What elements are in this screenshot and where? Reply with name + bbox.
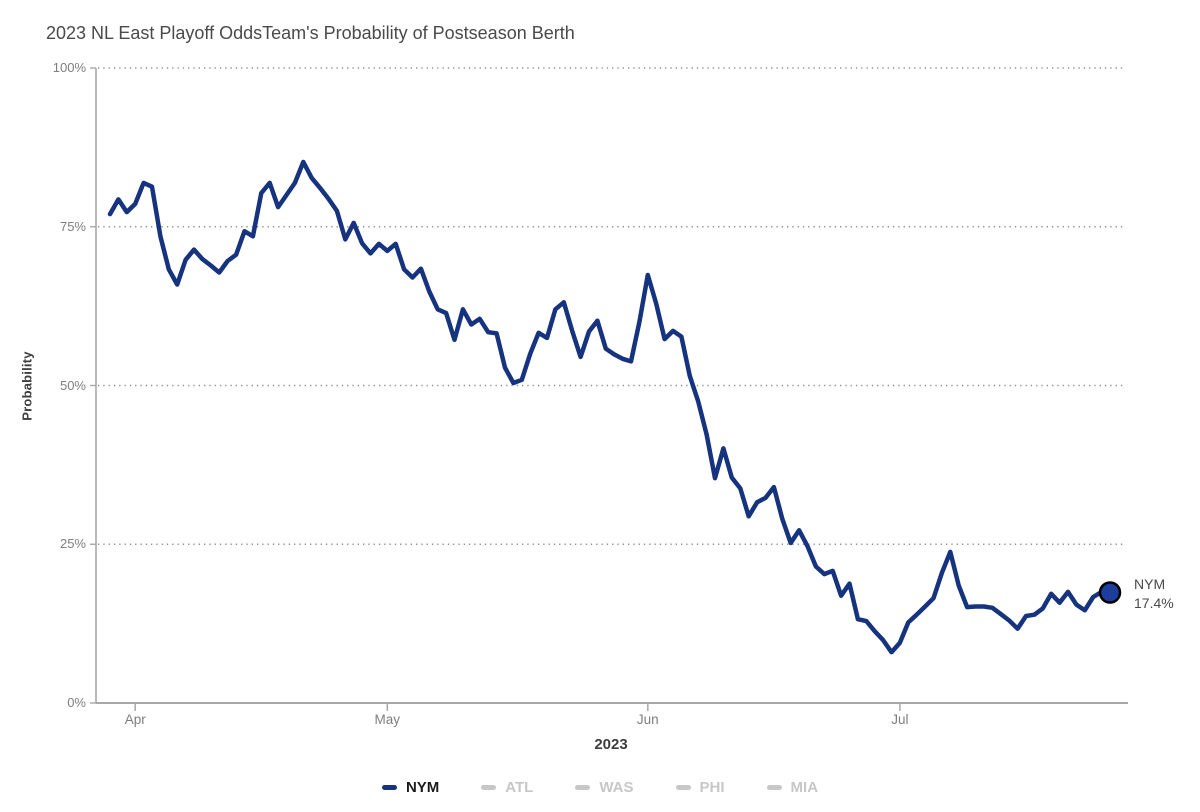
legend-item-phi[interactable]: PHI [675, 779, 725, 796]
y-tick-label-50%: 50% [59, 377, 86, 393]
x-tick-label-Jun: Jun [636, 712, 659, 727]
series-end-label-team: NYM [1134, 576, 1166, 592]
chart-title-main: 2023 NL East Playoff Odds [46, 23, 263, 43]
legend-item-nym[interactable]: NYM [381, 779, 440, 796]
legend-label-atl: ATL [505, 779, 534, 796]
legend-swatch-nym-icon [381, 785, 397, 790]
y-tick-label-100%: 100% [52, 60, 86, 75]
legend-swatch-mia-icon [766, 785, 782, 790]
legend-swatch-was-icon [575, 785, 591, 790]
probability-line-nym [107, 159, 1113, 655]
legend-swatch-phi-icon [675, 785, 691, 790]
chart-title: 2023 NL East Playoff OddsTeam's Probabil… [46, 22, 575, 44]
series-end-dot [1098, 581, 1122, 604]
legend: NYM ATL WAS PHI MIA [0, 779, 1200, 796]
y-tick-label-75%: 75% [59, 218, 86, 234]
x-tick-label-Jul: Jul [891, 712, 909, 727]
legend-item-mia[interactable]: MIA [766, 779, 819, 796]
x-tick-label-May: May [374, 712, 401, 727]
y-tick-label-0%: 0% [67, 695, 86, 710]
series-end-label-value: 17.4% [1134, 595, 1174, 611]
chart-title-subtitle: Team's Probability of Postseason Berth [262, 23, 575, 43]
y-tick-label-25%: 25% [59, 536, 86, 552]
y-axis-title: Probability [19, 351, 35, 421]
legend-item-was[interactable]: WAS [575, 779, 634, 796]
legend-label-was: WAS [599, 779, 634, 796]
legend-item-atl[interactable]: ATL [481, 779, 533, 796]
legend-swatch-atl-icon [481, 785, 497, 790]
legend-label-nym: NYM [405, 779, 440, 796]
legend-label-mia: MIA [790, 779, 819, 796]
x-axis-year-label: 2023 [594, 736, 628, 753]
x-tick-label-Apr: Apr [124, 712, 146, 727]
legend-label-phi: PHI [699, 779, 725, 796]
